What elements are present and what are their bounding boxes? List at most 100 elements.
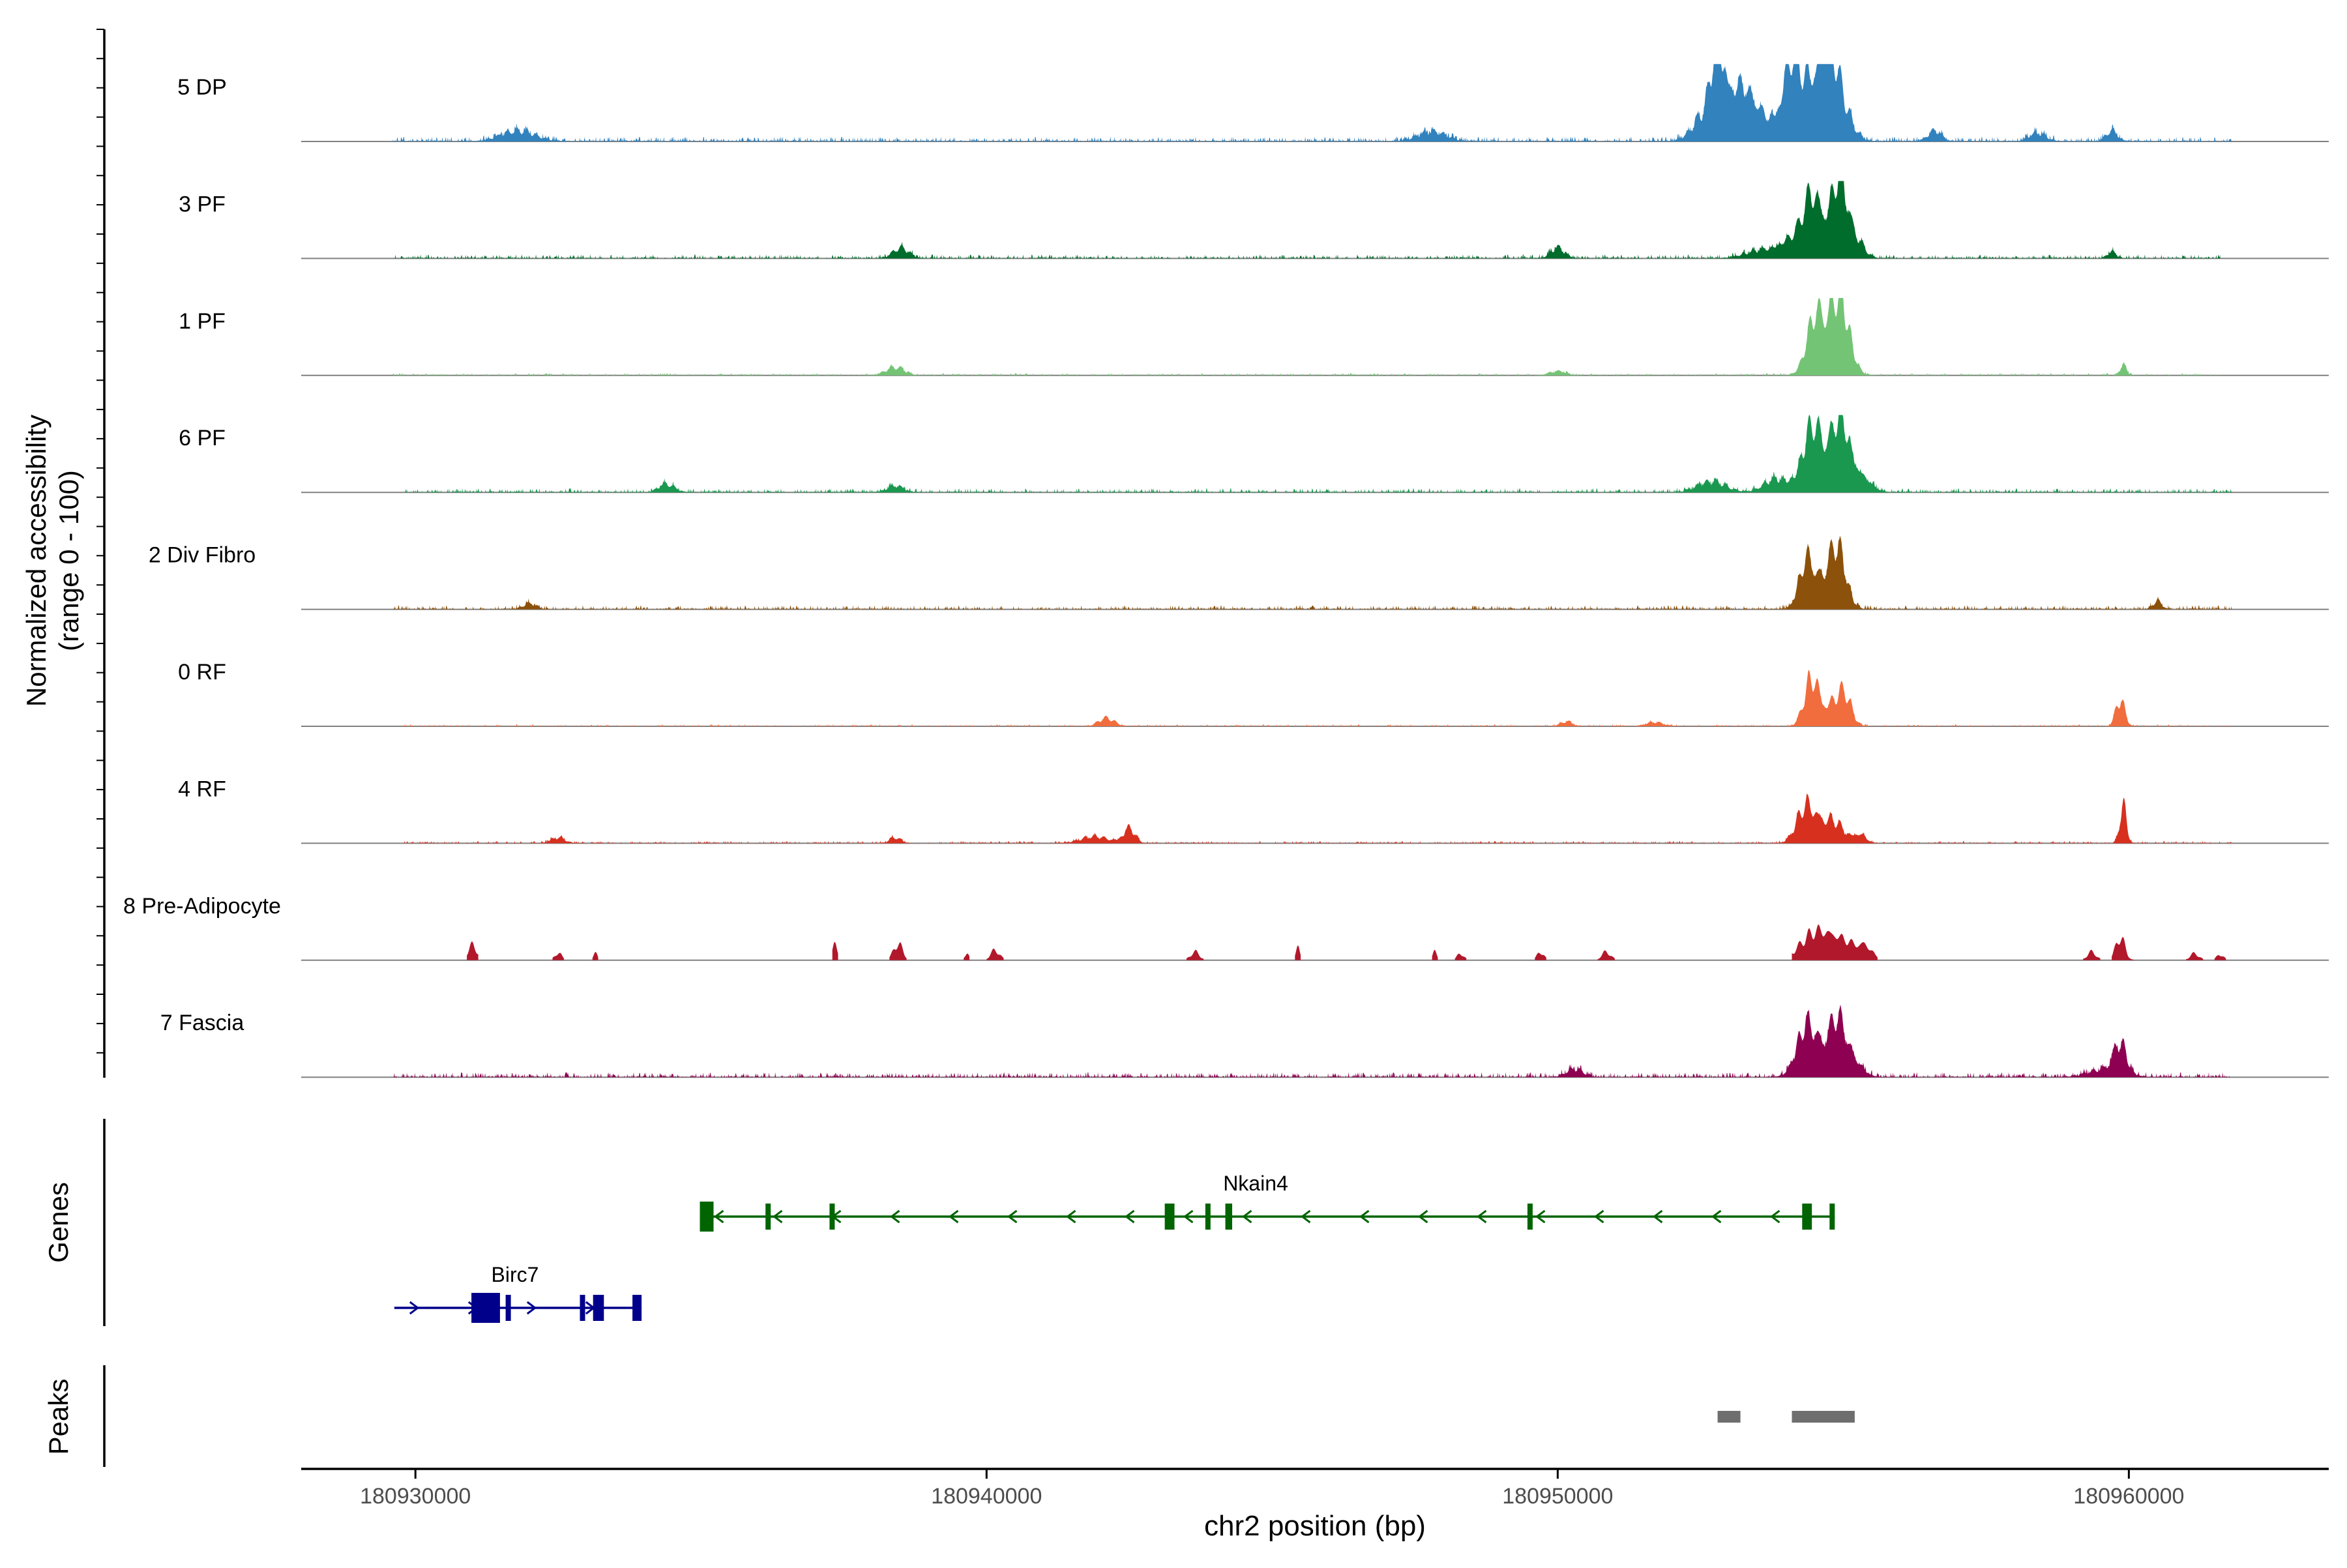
strand-chevron: [1476, 1209, 1487, 1224]
gene-exon: [1164, 1204, 1175, 1230]
gene-label-nkain4: Nkain4: [1223, 1172, 1288, 1195]
peak-regions: [1717, 1411, 1855, 1423]
gene-nkain4: Nkain4: [700, 1172, 1835, 1232]
strand-chevron: [409, 1301, 420, 1315]
strand-chevron: [1359, 1209, 1370, 1224]
x-axis-title: chr2 position (bp): [1204, 1510, 1426, 1542]
coverage-area: [404, 415, 2232, 493]
strand-chevron: [1183, 1209, 1194, 1224]
coverage-axis-ticks: [96, 29, 104, 1054]
peak-region: [1792, 1411, 1855, 1423]
track-7-fascia: 7 Fascia: [160, 1004, 2329, 1078]
gene-label-birc7: Birc7: [492, 1263, 539, 1286]
coverage-area: [1792, 925, 1878, 960]
track-label-5-dp: 5 DP: [177, 75, 227, 100]
strand-chevron: [1065, 1209, 1076, 1224]
x-axis-ticks: 180930000 180940000 180950000 180960000: [360, 1469, 2184, 1509]
coverage-area: [592, 952, 598, 960]
coverage-area: [404, 793, 2232, 844]
peaks-panel-label: Peaks: [43, 1379, 74, 1455]
track-1-pf: 1 PF: [179, 298, 2329, 376]
coverage-area: [1597, 950, 1615, 960]
coverage-area: [2186, 952, 2204, 960]
strand-chevron: [1300, 1209, 1311, 1224]
coverage-area: [552, 953, 564, 960]
track-label-0-rf: 0 RF: [178, 660, 226, 685]
coverage-area: [2112, 937, 2135, 960]
gene-exon: [580, 1295, 585, 1321]
track-label-1-pf: 1 PF: [179, 309, 226, 334]
coverage-area: [2083, 949, 2101, 960]
coverage-area: [986, 948, 1004, 960]
track-label-6-pf: 6 PF: [179, 426, 226, 451]
track-label-4-rf: 4 RF: [178, 777, 226, 801]
track-8-pre-adipocyte: 8 Pre-Adipocyte: [123, 894, 2329, 961]
gene-exon: [593, 1295, 604, 1321]
track-3-pf: 3 PF: [179, 181, 2329, 259]
x-tick-label: 180940000: [931, 1484, 1042, 1509]
track-label-7-fascia: 7 Fascia: [160, 1011, 244, 1035]
strand-chevron: [1007, 1209, 1018, 1224]
coverage-area: [392, 181, 2221, 259]
gene-exon: [700, 1202, 714, 1232]
strand-chevron: [1417, 1209, 1428, 1224]
gene-exon: [765, 1204, 771, 1230]
gene-exon: [1225, 1204, 1232, 1230]
y-axis-title: Normalized accessibility (range 0 - 100): [21, 415, 84, 707]
genes-panel-label: Genes: [43, 1182, 74, 1263]
coverage-area: [1432, 950, 1438, 960]
track-label-2-div-fibro: 2 Div Fibro: [149, 543, 256, 568]
x-tick-label: 180930000: [360, 1484, 471, 1509]
gene-annotations: Nkain4 Birc7: [394, 1172, 1835, 1323]
peak-region: [1717, 1411, 1741, 1423]
coverage-area: [1535, 953, 1546, 960]
coverage-area: [1295, 945, 1301, 960]
track-label-8-pre-adipocyte: 8 Pre-Adipocyte: [123, 894, 281, 919]
track-label-3-pf: 3 PF: [179, 192, 226, 216]
coverage-area: [2214, 955, 2226, 960]
strand-chevron: [1711, 1209, 1722, 1224]
gene-exon: [1205, 1204, 1211, 1230]
strand-chevron: [948, 1209, 959, 1224]
coverage-area: [392, 64, 2232, 141]
coverage-area: [467, 941, 479, 960]
strand-chevron: [1593, 1209, 1604, 1224]
coverage-area: [889, 942, 907, 960]
track-0-rf: 0 RF: [178, 660, 2329, 727]
coverage-area: [404, 670, 2232, 726]
coverage-area: [964, 953, 969, 960]
coverage-area: [392, 536, 2232, 610]
strand-chevron: [1241, 1209, 1252, 1224]
strand-chevron: [1769, 1209, 1780, 1224]
y-axis-title-line1: Normalized accessibility: [21, 415, 52, 707]
coverage-area: [1186, 949, 1204, 960]
track-4-rf: 4 RF: [178, 777, 2329, 844]
gene-exon: [471, 1293, 500, 1323]
coverage-area: [1454, 953, 1467, 960]
coverage-area: [392, 1004, 2232, 1078]
y-axis-title-line2: (range 0 - 100): [53, 470, 84, 651]
strand-chevron: [1652, 1209, 1663, 1224]
track-2-div-fibro: 2 Div Fibro: [149, 536, 2329, 610]
strand-chevron: [1124, 1209, 1135, 1224]
strand-chevron: [713, 1209, 724, 1224]
strand-chevron: [889, 1209, 900, 1224]
gene-exon: [1829, 1204, 1835, 1230]
coverage-area: [832, 941, 838, 960]
track-6-pf: 6 PF: [179, 415, 2329, 494]
strand-chevron: [1535, 1209, 1546, 1224]
gene-birc7: Birc7: [394, 1263, 642, 1323]
gene-exon: [505, 1295, 511, 1321]
gene-exon: [829, 1204, 835, 1230]
coverage-tracks: 5 DP 3 PF 1 PF 6 PF 2 Div Fibro 0 RF 4 RF 8 Pre…: [123, 64, 2329, 1078]
strand-chevron: [772, 1209, 783, 1224]
gene-exon: [1527, 1204, 1533, 1230]
gene-exon: [632, 1295, 642, 1321]
gene-exon: [1802, 1204, 1812, 1230]
strand-chevron: [526, 1301, 537, 1315]
track-5-dp: 5 DP: [177, 64, 2329, 142]
x-tick-label: 180960000: [2073, 1484, 2184, 1509]
x-tick-label: 180950000: [1502, 1484, 1613, 1509]
